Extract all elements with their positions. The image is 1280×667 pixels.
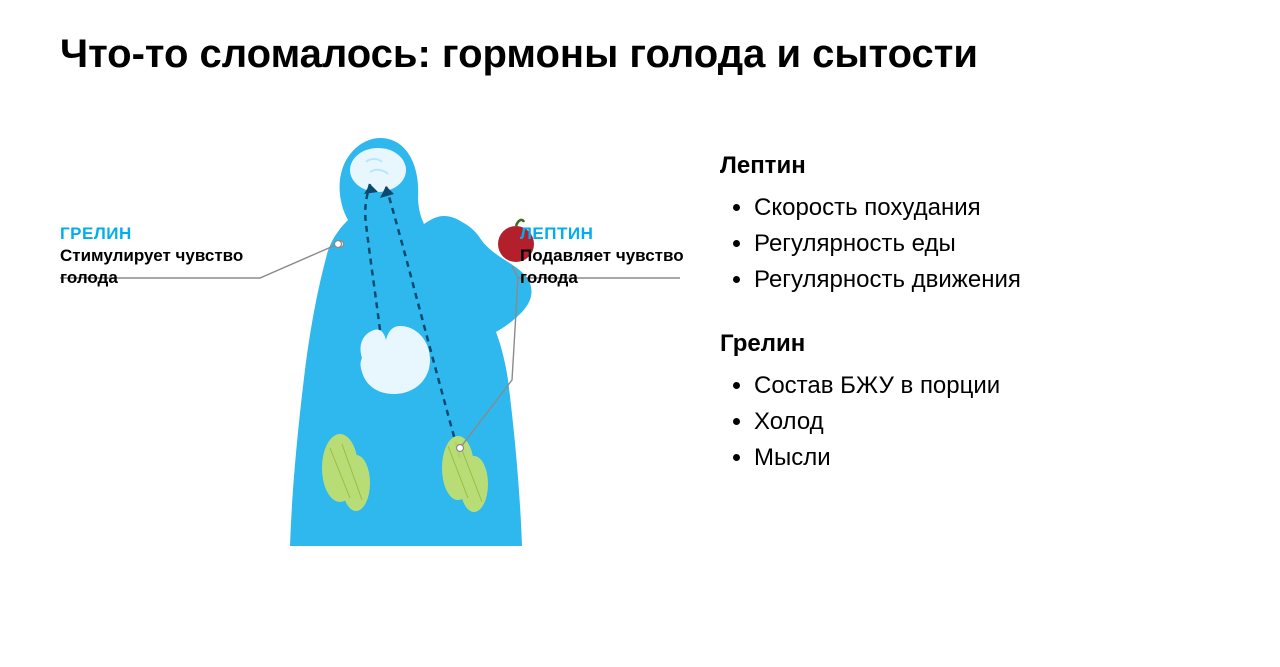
ghrelin-label: ГРЕЛИН Стимулирует чувство голода bbox=[60, 223, 260, 289]
list-item: Скорость похудания bbox=[754, 190, 1220, 226]
ghrelin-title: ГРЕЛИН bbox=[60, 223, 260, 245]
leptin-callout-line bbox=[60, 118, 680, 558]
ghrelin-bullets: Состав БЖУ в порции Холод Мысли bbox=[720, 368, 1220, 476]
list-item: Мысли bbox=[754, 440, 1220, 476]
list-item: Регулярность движения bbox=[754, 262, 1220, 298]
leptin-bullets: Скорость похудания Регулярность еды Регу… bbox=[720, 190, 1220, 298]
text-panel: Лептин Скорость похудания Регулярность е… bbox=[720, 118, 1220, 558]
ghrelin-desc: Стимулирует чувство голода bbox=[60, 245, 260, 289]
ghrelin-section-title: Грелин bbox=[720, 326, 1220, 362]
leptin-title: ЛЕПТИН bbox=[520, 223, 740, 245]
leptin-section-title: Лептин bbox=[720, 148, 1220, 184]
page-title: Что-то сломалось: гормоны голода и сытос… bbox=[60, 30, 1220, 78]
diagram: ГРЕЛИН Стимулирует чувство голода ЛЕПТИН… bbox=[60, 118, 680, 558]
content-row: ГРЕЛИН Стимулирует чувство голода ЛЕПТИН… bbox=[60, 118, 1220, 558]
leptin-desc: Подавляет чувство голода bbox=[520, 245, 740, 289]
leptin-label: ЛЕПТИН Подавляет чувство голода bbox=[520, 223, 740, 289]
list-item: Состав БЖУ в порции bbox=[754, 368, 1220, 404]
list-item: Регулярность еды bbox=[754, 226, 1220, 262]
list-item: Холод bbox=[754, 404, 1220, 440]
